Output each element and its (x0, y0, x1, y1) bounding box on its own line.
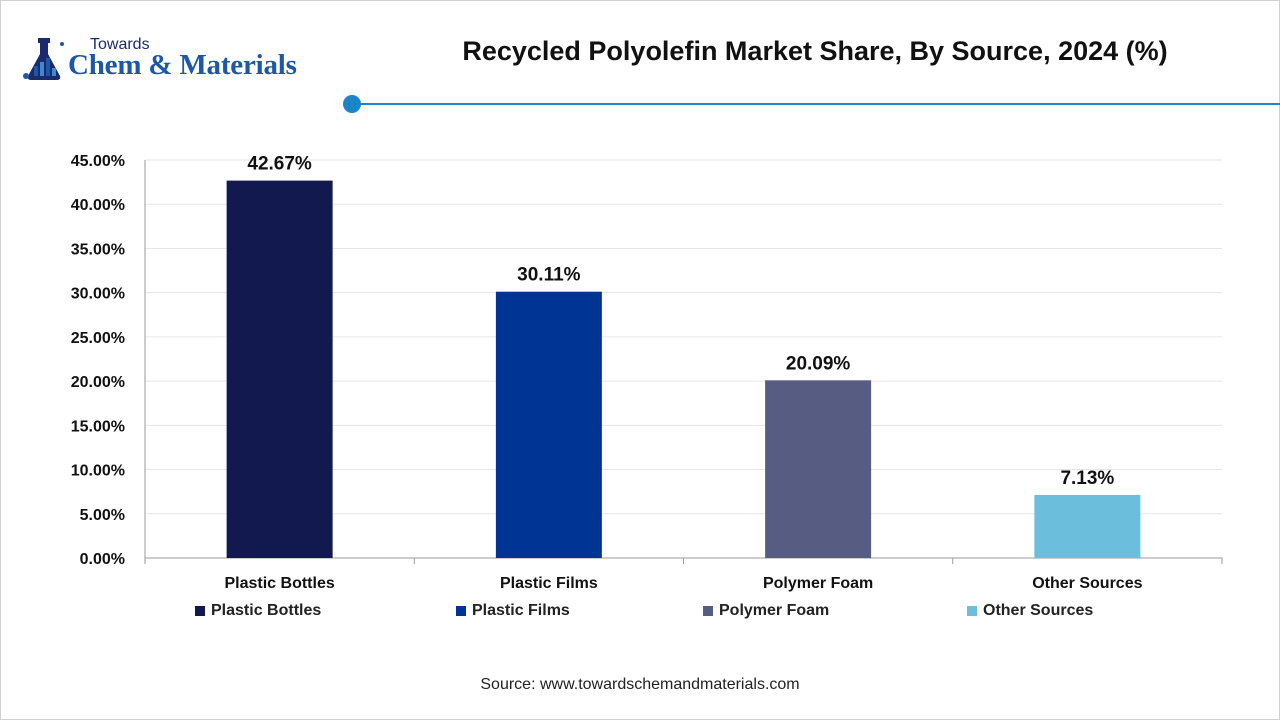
y-tick-label: 25.00% (71, 330, 125, 347)
bar-chart: 0.00% 5.00% 10.00% 15.00% 20.00% 25.00% 30.00%… (71, 153, 1223, 592)
legend-swatch (456, 606, 466, 616)
y-tick-label: 5.00% (80, 507, 125, 524)
legend-label: Polymer Foam (719, 602, 830, 619)
legend-item: Plastic Bottles (195, 602, 321, 620)
bar-polymer-foam (765, 380, 872, 558)
chart-title: Recycled Polyolefin Market Share, By Sou… (462, 36, 1168, 66)
data-label: 42.67% (247, 154, 312, 175)
y-tick-label: 20.00% (71, 374, 125, 391)
x-tick-label: Other Sources (1032, 575, 1142, 592)
legend-label: Plastic Bottles (211, 602, 322, 619)
x-tick-label: Plastic Films (500, 575, 598, 592)
y-tick-label: 35.00% (71, 241, 125, 258)
y-tick-label: 0.00% (80, 551, 125, 568)
legend-item: Polymer Foam (703, 602, 829, 620)
legend-item: Plastic Films (456, 602, 570, 620)
brand-logo: Towards Chem & Materials (20, 34, 340, 88)
legend-swatch (703, 606, 713, 616)
y-tick-label: 10.00% (71, 463, 125, 480)
flask-icon (23, 38, 64, 80)
bar-plastic-films (495, 291, 602, 558)
data-label: 7.13% (1060, 468, 1114, 489)
data-label: 20.09% (786, 353, 851, 374)
source-note: Source: www.towardschemandmaterials.com (480, 676, 800, 693)
brand-name-line1: Towards (90, 36, 150, 53)
chart-legend: Plastic Bottles Plastic Films Polymer Foam… (0, 602, 1280, 626)
legend-swatch (967, 606, 977, 616)
legend-label: Plastic Films (472, 602, 570, 619)
y-tick-label: 45.00% (71, 153, 125, 170)
legend-label: Other Sources (983, 602, 1094, 619)
title-underline-dot (343, 95, 361, 113)
bar-other-sources (1034, 494, 1141, 558)
title-underline (352, 103, 1280, 105)
legend-item: Other Sources (967, 602, 1093, 620)
data-label: 30.11% (517, 265, 580, 286)
bar-plastic-bottles (226, 180, 333, 559)
y-tick-label: 30.00% (71, 286, 125, 303)
x-tick-label: Plastic Bottles (224, 575, 334, 592)
brand-name-line2: Chem & Materials (68, 49, 297, 81)
y-tick-label: 40.00% (71, 197, 125, 214)
x-tick-label: Polymer Foam (763, 575, 873, 592)
y-tick-label: 15.00% (71, 418, 125, 435)
legend-swatch (195, 606, 205, 616)
